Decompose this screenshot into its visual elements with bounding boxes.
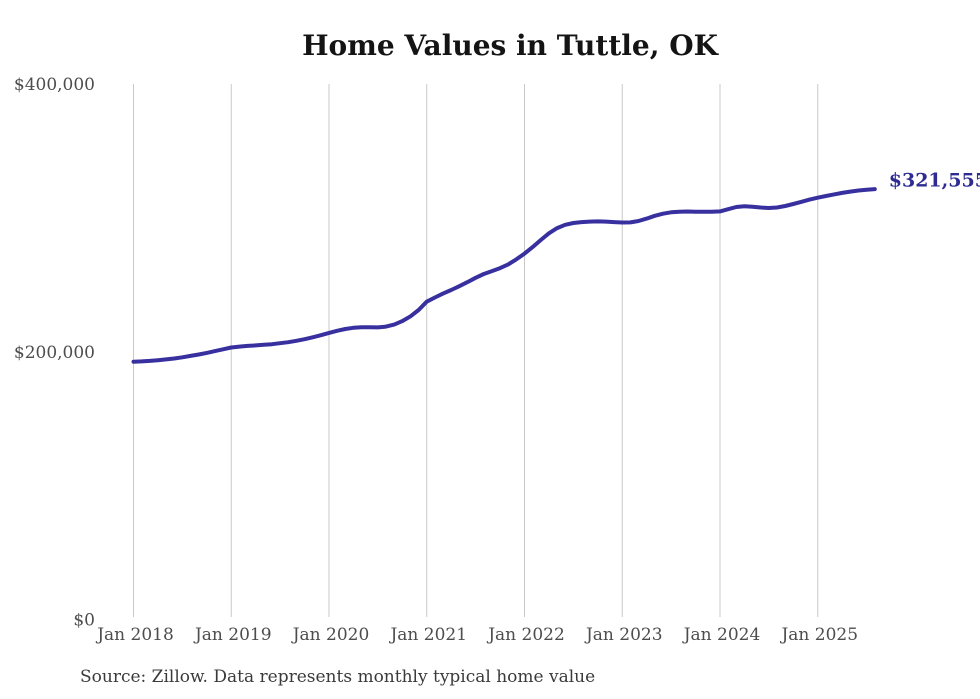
y-axis-tick-label: $0 bbox=[73, 611, 95, 631]
chart-title: Home Values in Tuttle, OK bbox=[302, 29, 718, 62]
home-value-line bbox=[131, 187, 877, 364]
y-axis-tick-label: $200,000 bbox=[14, 343, 95, 363]
x-axis-tick-label: Jan 2018 bbox=[95, 625, 174, 645]
x-axis-tick-label: Jan 2022 bbox=[486, 625, 565, 645]
latest-value-label: $321,555 bbox=[889, 170, 980, 192]
x-axis-tick-label: Jan 2024 bbox=[682, 625, 761, 645]
x-axis-tick-label: Jan 2023 bbox=[584, 625, 663, 645]
x-axis-tick-label: Jan 2021 bbox=[388, 625, 467, 645]
x-axis-tick-label: Jan 2025 bbox=[779, 625, 858, 645]
y-axis-tick-label: $400,000 bbox=[14, 75, 95, 95]
x-axis-tick-label: Jan 2020 bbox=[291, 625, 370, 645]
source-note: Source: Zillow. Data represents monthly … bbox=[80, 667, 596, 687]
x-axis-tick-label: Jan 2019 bbox=[193, 625, 272, 645]
